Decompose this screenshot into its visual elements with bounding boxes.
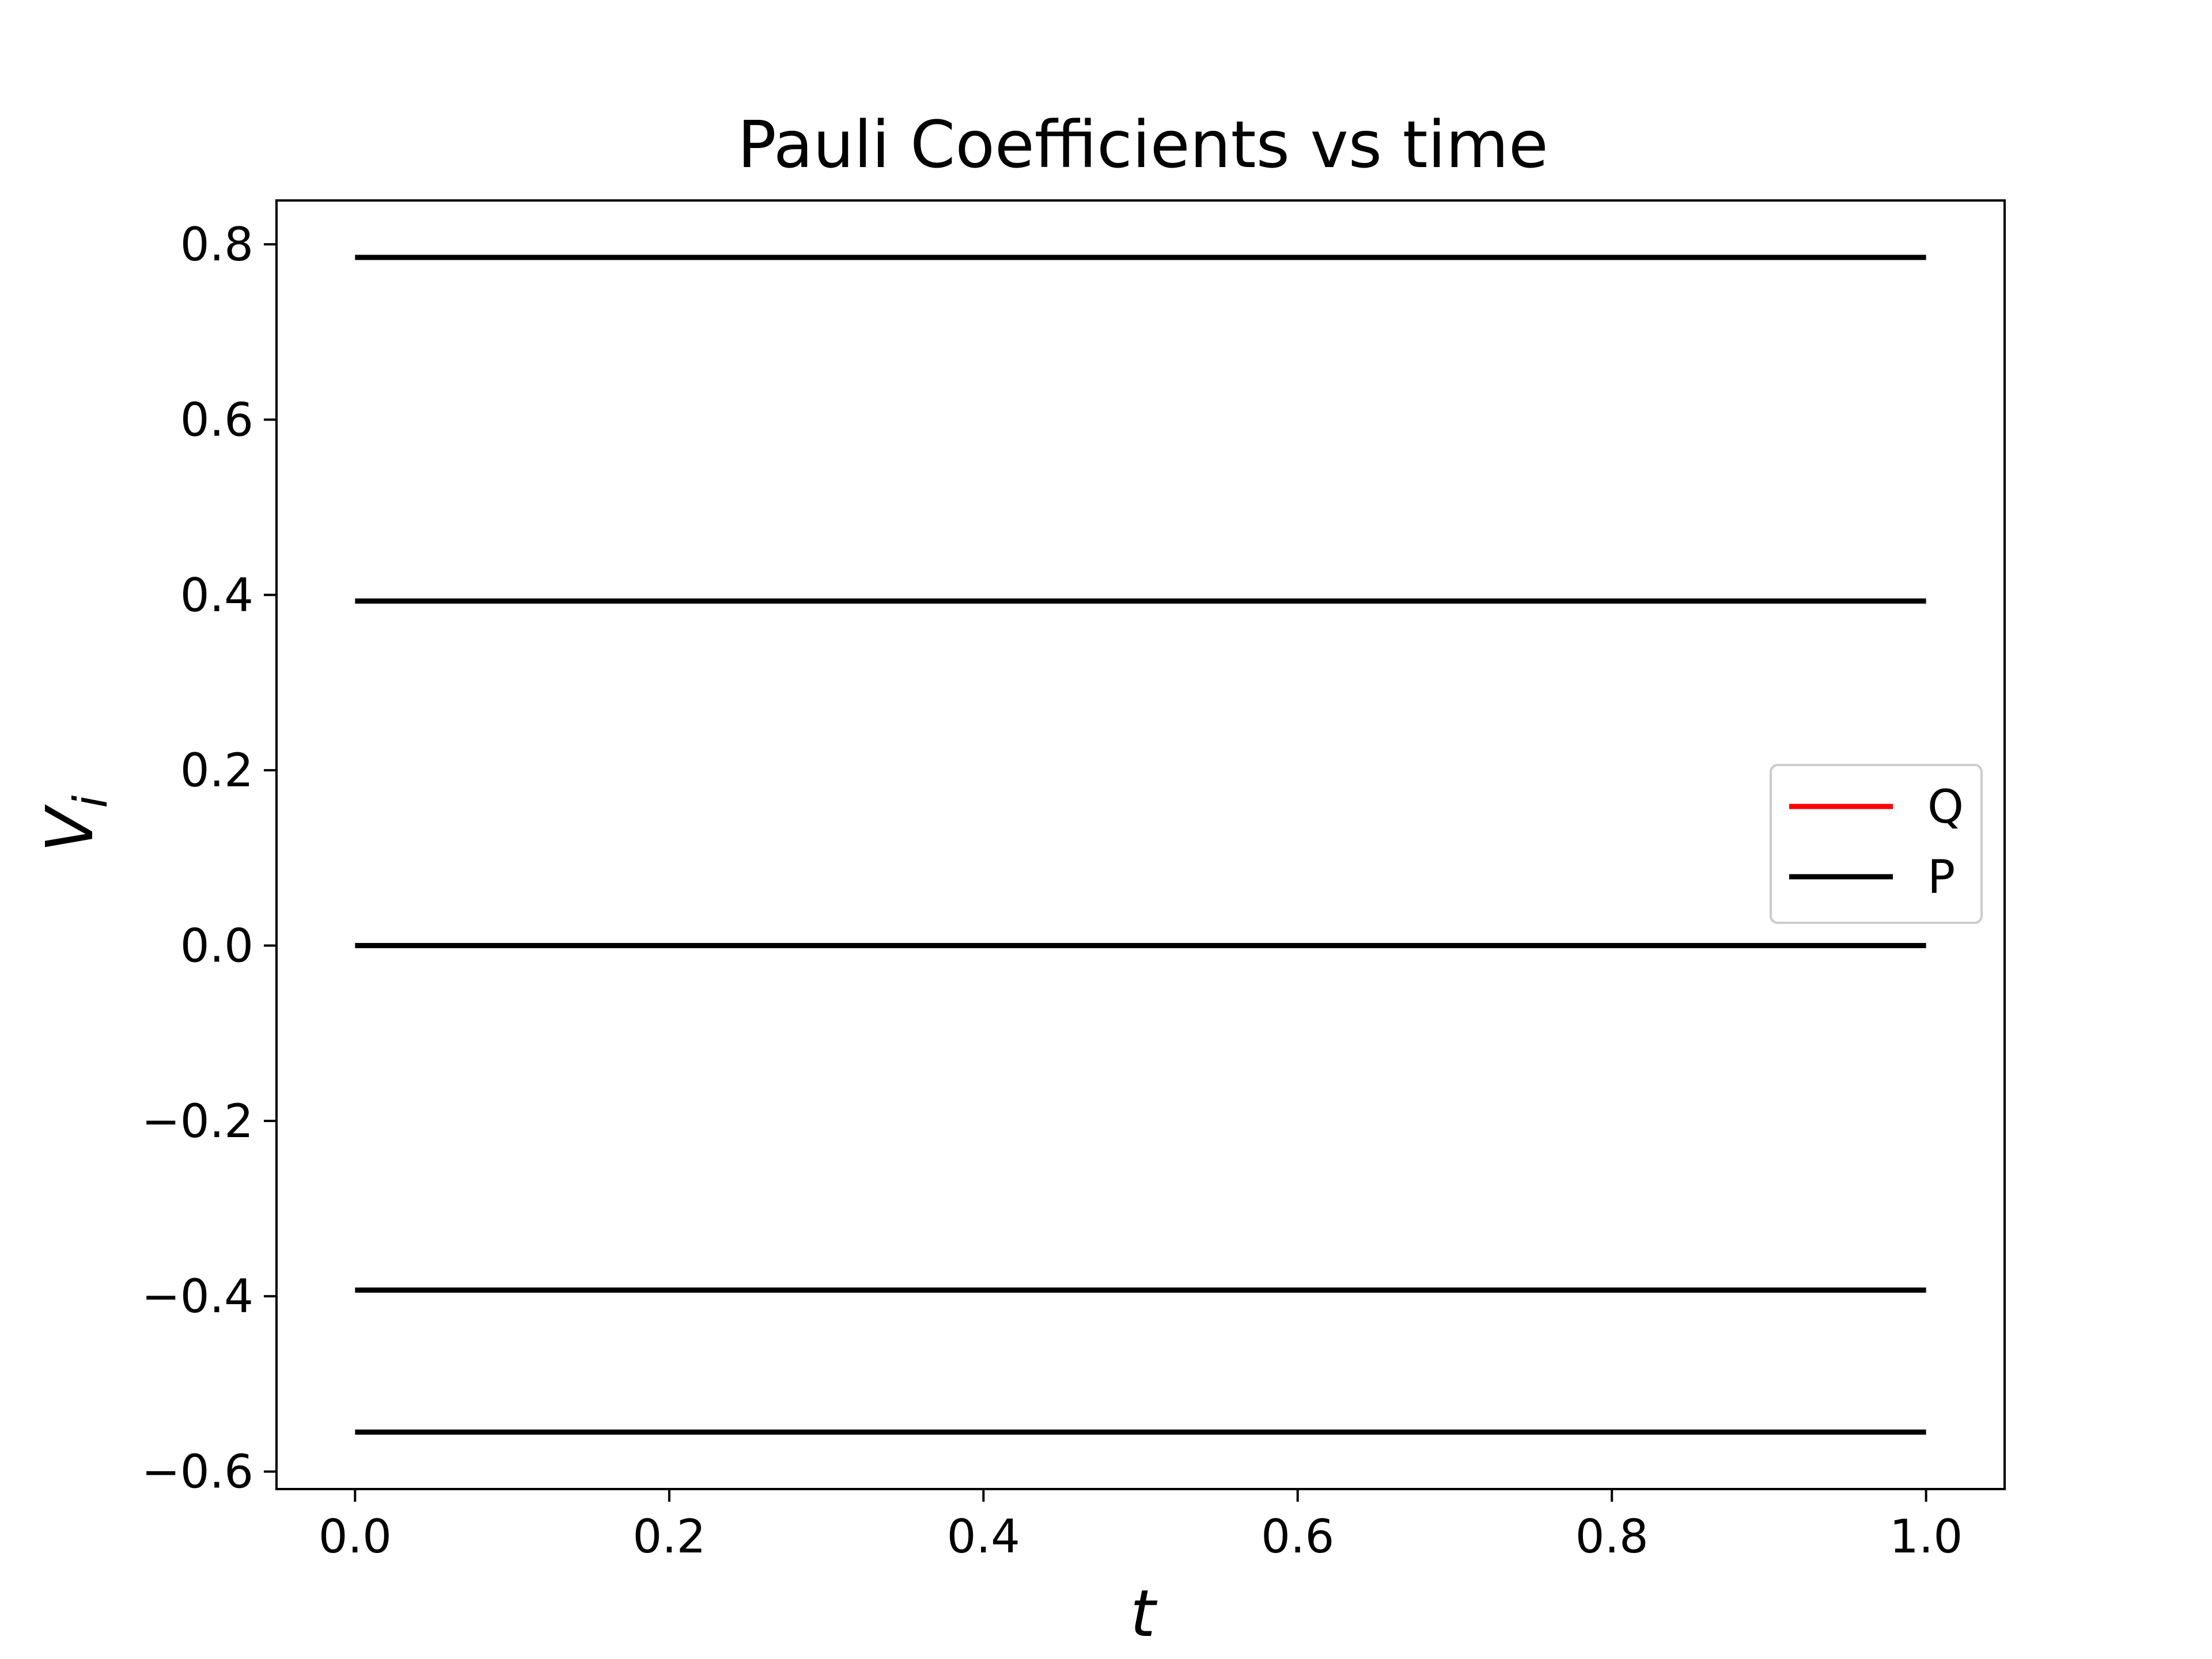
y-tick-label: −0.6 <box>142 1445 253 1499</box>
x-tick-label: 0.8 <box>1575 1510 1649 1563</box>
y-tick-label: 0.2 <box>180 744 253 797</box>
y-tick-label: 0.8 <box>180 218 253 271</box>
x-axis-ticks: 0.0 0.2 0.4 0.6 0.8 1.0 <box>319 1489 1963 1563</box>
y-tick-label: 0.4 <box>180 569 253 622</box>
x-axis-label: t <box>1130 1577 1158 1652</box>
series-layer <box>355 255 1926 1435</box>
legend-label-q: Q <box>1927 780 1964 834</box>
x-tick-label: 0.0 <box>319 1510 392 1563</box>
legend: QP <box>1770 764 1983 924</box>
x-tick-label: 0.2 <box>632 1510 706 1563</box>
y-tick-label: −0.4 <box>142 1270 253 1323</box>
x-tick-label: 0.4 <box>947 1510 1020 1563</box>
y-tick-label: 0.0 <box>180 919 253 973</box>
y-tick-label: −0.2 <box>142 1094 253 1148</box>
legend-label-p: P <box>1927 850 1955 904</box>
chart-title: Pauli Coefficients vs time <box>737 108 1548 183</box>
y-tick-label: 0.6 <box>180 393 253 446</box>
y-axis-label-main: V <box>33 804 108 852</box>
plot-frame <box>275 199 2006 1490</box>
x-tick-label: 1.0 <box>1889 1510 1963 1563</box>
y-axis-label-subscript: i <box>64 796 118 808</box>
x-tick-label: 0.6 <box>1261 1510 1334 1563</box>
y-axis-ticks: −0.6 −0.4 −0.2 0.0 0.2 0.4 0.6 0.8 <box>142 218 276 1499</box>
y-axis-label: Vi <box>33 796 118 853</box>
legend-items: QP <box>1789 780 1964 904</box>
